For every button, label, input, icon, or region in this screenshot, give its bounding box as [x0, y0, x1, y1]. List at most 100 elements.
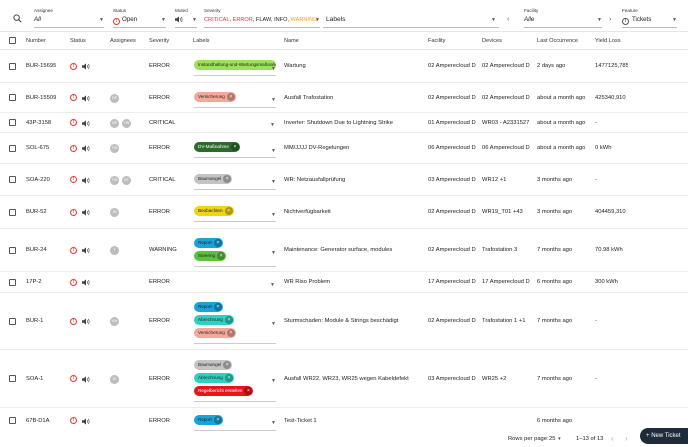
chevron-left-icon[interactable]: ‹ [507, 16, 510, 23]
row-checkbox[interactable] [9, 62, 16, 70]
table-row[interactable]: SOA-1! JK ERROR Baumangel × Abrechnung × Regelb… [0, 350, 688, 408]
remove-label-icon[interactable]: × [217, 251, 226, 260]
remove-label-icon[interactable]: × [224, 316, 233, 324]
labels-cell[interactable]: Beobachten × ▼ [194, 206, 276, 223]
row-checkbox[interactable] [9, 119, 16, 126]
speaker-icon[interactable] [82, 176, 90, 184]
remove-label-icon[interactable]: × [224, 373, 233, 382]
labels-cell[interactable]: Baumangel × ▼ [194, 173, 276, 191]
column-last-occurrence[interactable]: Last Occurrence [537, 38, 579, 44]
facility-filter[interactable]: Facility Alle ▼ [524, 8, 602, 28]
remove-label-icon[interactable]: × [244, 386, 253, 395]
row-checkbox[interactable] [9, 278, 16, 286]
remove-label-icon[interactable]: × [230, 143, 239, 151]
table-row[interactable]: BUR-52! JN ERROR Beobachten × ▼ Nichtverfügbar… [0, 196, 688, 229]
row-checkbox[interactable] [9, 144, 16, 152]
label-chip[interactable]: Report × [194, 237, 223, 248]
label-chip[interactable]: Baumangel × [194, 359, 233, 370]
chevron-down-icon[interactable]: ▼ [271, 179, 276, 185]
select-all-checkbox[interactable] [9, 37, 16, 44]
row-checkbox[interactable] [9, 246, 16, 254]
table-row[interactable]: 43P-3158! DP TW CRITICAL ▼ Inverter: Shutdown… [0, 113, 688, 133]
label-chip[interactable]: Abrechnung × [194, 315, 234, 325]
column-facility[interactable]: Facility [428, 38, 446, 44]
severity-filter[interactable]: Severity CRITICAL, ERROR, FLAW, INFO, WA… [204, 8, 320, 28]
row-checkbox[interactable] [9, 176, 16, 183]
table-row[interactable]: 17P-2! ERROR ▼ WR Riso Problem 17 Ampereclou… [0, 272, 688, 293]
table-row[interactable]: BUR-15695! ERROR Instandhaltung-und-Wartun… [0, 50, 688, 83]
remove-label-icon[interactable]: × [223, 174, 232, 183]
label-chip[interactable]: Instandhaltung-und-Wartungsmaßnahmen [194, 60, 276, 70]
chevron-down-icon[interactable]: ▼ [271, 147, 276, 154]
column-name[interactable]: Name [284, 38, 299, 44]
column-devices[interactable]: Devices [482, 38, 502, 44]
table-row[interactable]: BUR-15509! DP ERROR Versicherung × ▼ Ausfall T… [0, 83, 688, 113]
speaker-icon[interactable] [82, 247, 90, 254]
chevron-down-icon[interactable]: ▼ [271, 65, 276, 72]
speaker-icon[interactable] [82, 209, 90, 216]
labels-cell[interactable]: DV-Maßnahme × ▼ [194, 142, 276, 159]
row-checkbox[interactable] [9, 94, 16, 101]
chevron-down-icon[interactable]: ▼ [271, 249, 276, 256]
search-icon[interactable] [13, 14, 22, 23]
row-checkbox[interactable] [9, 208, 16, 216]
chevron-down-icon[interactable]: ▼ [271, 320, 276, 327]
table-row[interactable]: BUR-1! KW ERROR Report × Abrechnung × Versicher… [0, 293, 688, 350]
chevron-down-icon[interactable]: ▼ [271, 211, 276, 218]
remove-label-icon[interactable]: × [224, 207, 233, 215]
label-chip[interactable]: Versicherung × [194, 91, 236, 102]
table-row[interactable]: SOA-220! TW KF CRITICAL Baumangel × ▼ WR: Netza… [0, 164, 688, 196]
row-checkbox[interactable] [9, 375, 16, 382]
muted-filter[interactable]: Muted ▼ [175, 8, 197, 28]
chevron-down-icon[interactable]: ▼ [271, 97, 276, 103]
labels-cell[interactable]: Baumangel × Abrechnung × Regelbericht erstel… [194, 359, 276, 403]
row-checkbox[interactable] [9, 317, 16, 325]
speaker-icon[interactable] [82, 94, 90, 102]
labels-cell[interactable]: Report × ▼ [194, 414, 276, 432]
row-checkbox[interactable] [9, 417, 16, 424]
chevron-down-icon[interactable]: ▼ [271, 378, 276, 384]
table-row[interactable]: BUR-24! T WARNING Report × Steering × ▼ Maintena… [0, 229, 688, 272]
label-chip[interactable]: Abrechnung × [194, 372, 234, 383]
remove-label-icon[interactable]: × [213, 238, 222, 247]
label-chip[interactable]: Steering × [194, 250, 227, 261]
label-chip[interactable]: Versicherung × [194, 328, 236, 338]
remove-label-icon[interactable]: × [223, 360, 232, 369]
speaker-icon[interactable] [82, 375, 90, 383]
chevron-down-icon[interactable]: ▼ [271, 420, 276, 426]
label-chip[interactable]: Beobachten × [194, 206, 234, 216]
labels-cell[interactable]: Report × Steering × ▼ [194, 237, 276, 268]
labels-cell[interactable]: Report × Abrechnung × Versicherung × ▼ [194, 302, 276, 345]
column-status[interactable]: Status [70, 38, 86, 44]
label-chip[interactable]: Baumangel × [194, 173, 233, 184]
speaker-icon[interactable] [82, 119, 90, 127]
table-row[interactable]: SOL-675! TW ERROR DV-Maßnahme × ▼ MM/JJJJ DV-R… [0, 133, 688, 164]
speaker-icon[interactable] [82, 279, 90, 286]
label-chip[interactable]: Report × [194, 414, 223, 425]
labels-cell[interactable]: Instandhaltung-und-Wartungsmaßnahmen ▼ [194, 60, 276, 77]
remove-label-icon[interactable]: × [213, 303, 222, 311]
chevron-right-icon[interactable]: › [609, 16, 612, 23]
previous-page-icon[interactable]: ‹ [611, 434, 614, 443]
remove-label-icon[interactable]: × [213, 415, 222, 424]
feature-filter[interactable]: Feature i Tickets ▼ [622, 8, 677, 28]
label-chip[interactable]: Regelbericht erstellen × [194, 385, 254, 396]
column-labels[interactable]: Labels [193, 38, 210, 44]
labels-filter[interactable]: Labels ▼ [323, 14, 499, 28]
column-severity[interactable]: Severity [149, 38, 170, 44]
speaker-icon[interactable] [82, 63, 90, 70]
rows-per-page-select[interactable]: 25 ▼ [549, 436, 562, 442]
labels-cell[interactable]: Versicherung × ▼ [194, 91, 276, 109]
status-filter[interactable]: Status ! Open ▼ [113, 8, 166, 28]
chevron-down-icon[interactable]: ▼ [270, 122, 275, 128]
label-chip[interactable]: Report × [194, 302, 223, 312]
speaker-icon[interactable] [82, 318, 90, 325]
remove-label-icon[interactable]: × [226, 92, 235, 101]
column-assignees[interactable]: Assignees [110, 38, 136, 44]
column-number[interactable]: Number [26, 38, 46, 44]
chevron-down-icon[interactable]: ▼ [270, 281, 275, 288]
remove-label-icon[interactable]: × [226, 329, 235, 337]
new-ticket-button[interactable]: + New Ticket [640, 428, 688, 444]
column-yield-loss[interactable]: Yield Loss [595, 38, 621, 44]
next-page-icon[interactable]: › [625, 434, 628, 443]
